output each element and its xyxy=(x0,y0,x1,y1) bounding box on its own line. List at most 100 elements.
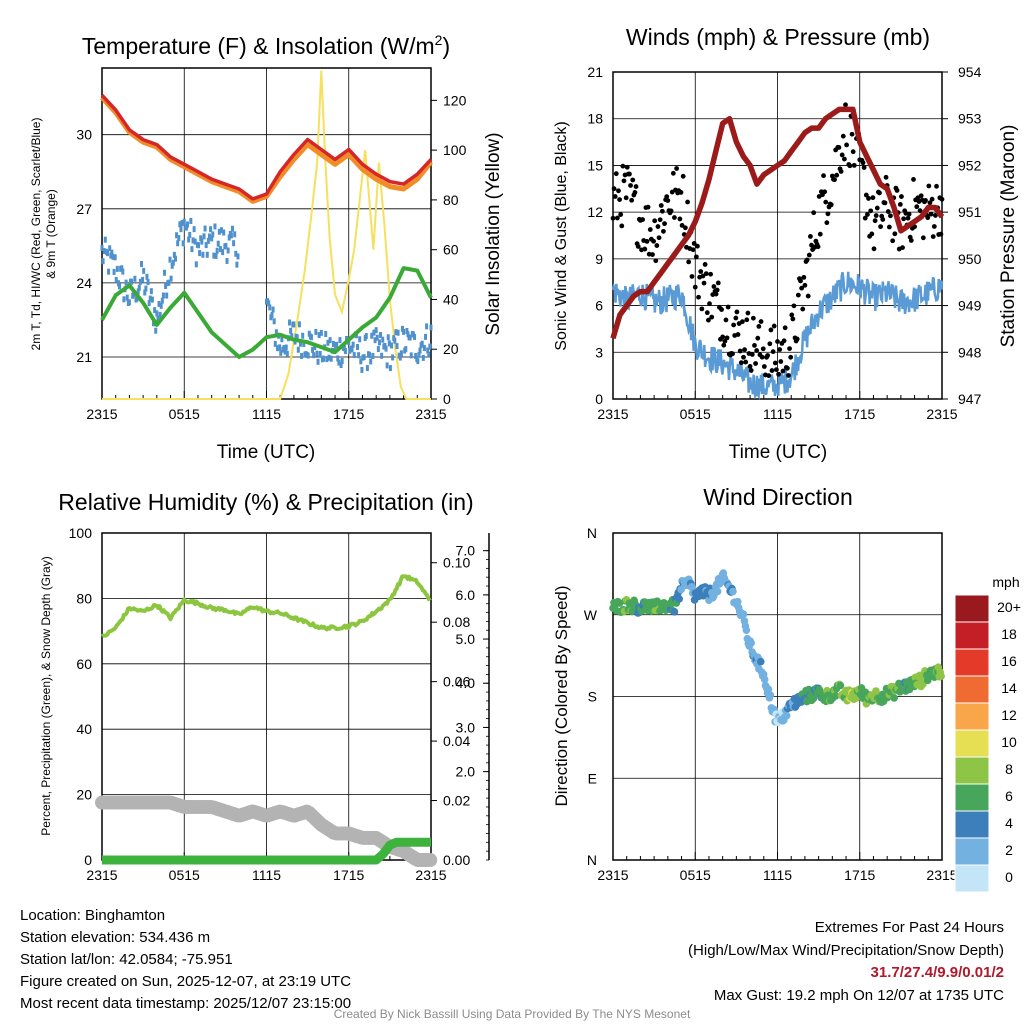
gust-point xyxy=(741,354,746,360)
gust-point xyxy=(872,218,878,224)
gust-point xyxy=(628,183,633,188)
gust-point xyxy=(925,215,931,221)
hiwc-point xyxy=(295,334,299,341)
colorbar-label: 18 xyxy=(1001,626,1017,642)
hiwc-point xyxy=(135,295,139,302)
hiwc-point xyxy=(173,255,177,262)
hiwc-point xyxy=(421,354,425,361)
hiwc-point xyxy=(200,238,204,245)
hiwc-point xyxy=(278,344,282,351)
hiwc-point xyxy=(318,350,322,357)
gust-point xyxy=(878,224,883,230)
hiwc-point xyxy=(302,340,306,347)
gust-point xyxy=(885,209,891,214)
hiwc-point xyxy=(212,252,216,259)
gust-point xyxy=(914,204,920,210)
hiwc-point xyxy=(380,352,384,359)
hiwc-point xyxy=(112,268,116,275)
colorbar-label: 12 xyxy=(1001,707,1017,723)
hiwc-point xyxy=(188,231,192,238)
humidity-ytick-label: 40 xyxy=(76,721,92,737)
hiwc-point xyxy=(163,269,167,276)
direction-point xyxy=(804,685,813,694)
colorbar-label: 6 xyxy=(1005,788,1013,804)
gust-point xyxy=(747,364,753,369)
hiwc-point xyxy=(187,236,191,243)
hiwc-point xyxy=(390,342,394,349)
hiwc-point xyxy=(191,237,195,244)
hiwc-point xyxy=(233,231,237,238)
hiwc-point xyxy=(396,329,400,336)
hiwc-point xyxy=(172,251,176,258)
winds-y2tick-label: 950 xyxy=(958,251,982,267)
hiwc-point xyxy=(164,282,168,289)
hiwc-point xyxy=(272,318,276,325)
humidity-title: Relative Humidity (%) & Precipitation (i… xyxy=(58,489,473,515)
hiwc-point xyxy=(105,250,109,257)
gust-point xyxy=(644,238,650,244)
gust-point xyxy=(612,194,618,199)
station-info: Location: Binghamton Station elevation: … xyxy=(20,905,351,1015)
gust-point xyxy=(635,244,641,249)
hiwc-point xyxy=(301,332,305,339)
gust-point xyxy=(678,189,684,195)
hiwc-point xyxy=(358,336,362,343)
gust-point xyxy=(798,278,803,284)
winds-ytick-label: 18 xyxy=(587,111,603,127)
wind_direction-xtick-label: 1115 xyxy=(763,867,792,883)
gust-point xyxy=(804,257,810,263)
hiwc-point xyxy=(227,234,231,241)
gust-point xyxy=(882,200,888,206)
humidity-ytick-label: 80 xyxy=(76,590,92,606)
colorbar-swatch xyxy=(954,621,990,650)
gust-point xyxy=(703,271,709,277)
gust-point xyxy=(801,274,807,280)
gust-point xyxy=(657,217,663,223)
winds-ytick-label: 6 xyxy=(595,298,603,314)
humidity-xtick-label: 0515 xyxy=(169,867,200,883)
gust-point xyxy=(861,165,867,170)
temperature-xtick-label: 1115 xyxy=(252,406,281,422)
gust-point xyxy=(640,217,646,222)
gust-point xyxy=(928,211,934,217)
hiwc-point xyxy=(352,352,356,359)
hiwc-point xyxy=(309,334,313,341)
gust-point xyxy=(920,235,926,241)
gust-point xyxy=(883,174,889,180)
hiwc-point xyxy=(376,346,380,353)
gust-point xyxy=(654,243,660,248)
gust-point xyxy=(701,280,707,286)
hiwc-point xyxy=(150,296,154,303)
colorbar-swatch xyxy=(954,783,990,812)
hiwc-point xyxy=(213,223,217,230)
gust-point xyxy=(897,202,903,207)
colorbar-swatch xyxy=(954,675,990,704)
hiwc-point xyxy=(290,333,294,340)
precip-tick-label: 0.00 xyxy=(443,852,470,868)
gust-point xyxy=(642,246,648,252)
hiwc-point xyxy=(398,354,402,361)
temperature-ytick-label: 27 xyxy=(76,201,92,217)
gust-point xyxy=(614,215,620,221)
direction-point xyxy=(733,597,742,606)
hiwc-point xyxy=(373,337,377,344)
direction-ytick-label: W xyxy=(584,607,598,623)
colorbar-swatch xyxy=(954,729,990,758)
gust-point xyxy=(708,271,714,277)
hiwc-point xyxy=(391,354,395,361)
gust-point xyxy=(743,359,749,365)
gust-point xyxy=(905,215,911,221)
hiwc-point xyxy=(148,295,152,302)
hiwc-point xyxy=(181,240,185,247)
gust-point xyxy=(702,262,708,267)
hiwc-point xyxy=(210,235,214,242)
gust-point xyxy=(782,325,788,331)
direction-point xyxy=(747,639,755,647)
gust-point xyxy=(795,292,801,298)
hiwc-point xyxy=(297,321,301,328)
gust-point xyxy=(844,142,849,148)
hiwc-point xyxy=(149,288,153,295)
colorbar-label: 0 xyxy=(1005,869,1013,885)
hiwc-point xyxy=(271,306,275,313)
temperature-ytick-label: 24 xyxy=(76,275,92,291)
